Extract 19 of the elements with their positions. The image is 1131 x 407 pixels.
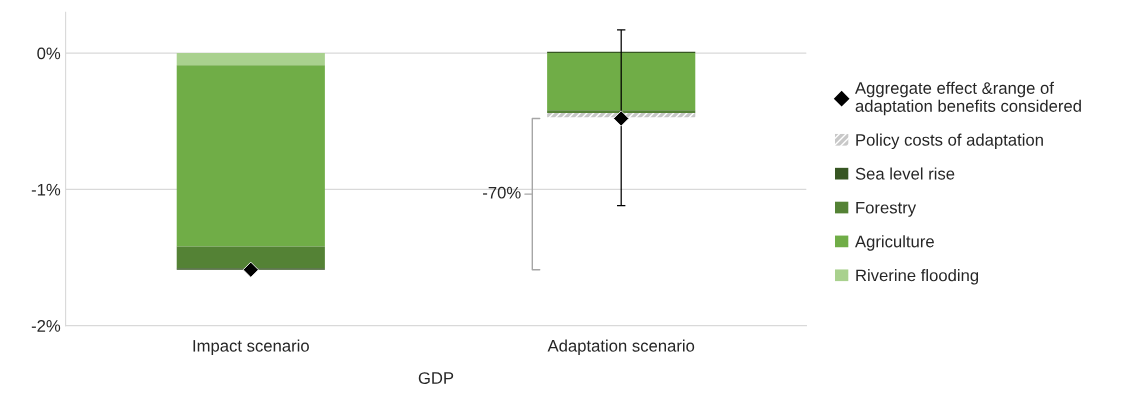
legend-label: Agriculture xyxy=(855,235,934,251)
legend-label: Aggregate effect &range of adaptation benefits considered xyxy=(855,81,1081,116)
legend-label: Forestry xyxy=(856,201,917,217)
y-tick-label: -2% xyxy=(31,320,61,332)
legend-label: Riverine flooding xyxy=(856,269,979,285)
bar xyxy=(547,53,696,111)
x-tick-label: Adaptation scenario xyxy=(547,339,695,356)
y-tick-label: -1% xyxy=(31,183,61,196)
bar xyxy=(547,113,696,118)
legend-label: Sea level rise xyxy=(855,167,955,180)
x-axis-title: GDP xyxy=(418,372,454,384)
x-tick-label: Impact scenario xyxy=(193,339,309,356)
bar xyxy=(176,246,325,269)
bar xyxy=(176,65,325,247)
bar xyxy=(547,110,696,114)
bar xyxy=(176,53,325,66)
y-tick-label: 0% xyxy=(37,47,61,60)
annotation: -70% xyxy=(483,186,521,199)
legend-label: Policy costs of adaptation xyxy=(856,133,1043,150)
